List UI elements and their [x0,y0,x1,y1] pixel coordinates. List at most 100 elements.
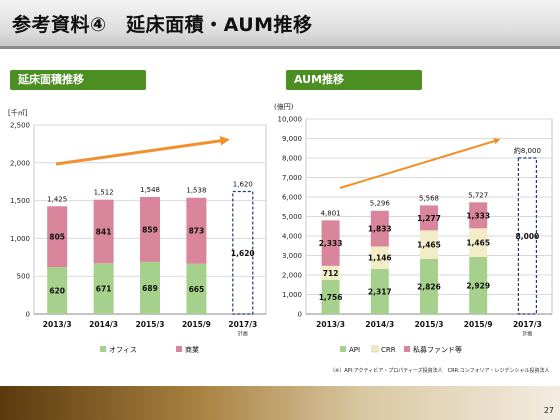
y-tick-label: 5,000 [282,213,302,221]
target-value-label: 1,620 [231,249,255,258]
y-tick-label: 1,500 [10,197,30,205]
x-tick-label: 2017/3 [228,320,257,329]
bar-segment [321,279,340,314]
total-label: 1,548 [140,186,160,194]
bar-value-label: 1,146 [368,254,392,263]
bar-value-label: 2,317 [368,287,392,296]
bar-segment [321,265,340,280]
y-tick-label: 2,000 [282,272,302,280]
y-tick-label: 10,000 [278,116,303,124]
target-bar [232,190,254,315]
bar-segment [420,258,438,314]
bar-segment [370,210,389,247]
bar-segment [93,199,114,264]
y-tick-label: 7,000 [282,174,302,182]
x-tick-label: 2015/3 [415,320,444,329]
bar-value-label: 2,333 [319,239,343,248]
x-tick-label: 2015/3 [136,320,165,329]
floor-area-section-label: 延床面積推移 [10,70,146,90]
footnote: （※）API:アクティビア・プロパティーズ投資法人 CRR:コンフォリア・レジデ… [330,368,550,374]
bar-value-label: 620 [49,287,65,296]
x-sub-label: 計画 [522,330,532,337]
bar-value-label: 1,465 [466,239,490,248]
total-label: 1,425 [47,195,67,203]
legend-label: API [349,346,360,354]
total-label: 5,727 [468,191,488,199]
bar-value-label: 671 [96,285,112,294]
total-label: 5,568 [419,194,439,202]
target-bar [517,157,538,315]
bar-value-label: 712 [323,269,339,278]
legend-swatch [340,346,346,352]
page-number: 27 [543,406,554,415]
total-label: 1,538 [186,187,206,195]
total-label: 4,801 [321,209,341,217]
legend-swatch [100,346,106,352]
legend-swatch [371,345,379,353]
legend-label: 私募ファンド等 [413,345,462,354]
y-tick-label: 0 [26,311,30,319]
page-title: 参考資料④ 延床面積・AUM推移 [12,14,313,36]
legend-label: オフィス [109,346,137,354]
bar-value-label: 2,929 [466,281,490,290]
bar-value-label: 1,277 [417,214,441,223]
y-tick-label: 4,000 [282,233,302,241]
bar-value-label: 873 [189,227,205,236]
bar-segment [186,197,207,264]
bar-segment [420,230,438,259]
total-label: 1,620 [233,181,253,189]
legend-label: 商業 [185,345,199,354]
bar-segment [469,228,488,257]
y-axis-label: [千㎡] [8,108,28,117]
y-tick-label: 6,000 [282,194,302,202]
y-tick-label: 1,000 [10,235,30,243]
target-value-label: 8,000 [516,232,540,241]
y-tick-label: 3,000 [282,252,302,260]
x-tick-label: 2015/9 [182,320,211,329]
x-tick-label: 2015/9 [464,320,493,329]
bar-value-label: 859 [142,225,158,234]
y-axis-label: (億円) [274,102,294,111]
bar-segment [186,263,207,314]
x-tick-label: 2013/3 [43,320,72,329]
x-sub-label: 計画 [238,330,248,337]
bar-segment [47,267,68,314]
y-tick-label: 2,000 [10,159,30,167]
x-tick-label: 2014/3 [89,320,118,329]
y-tick-label: 9,000 [282,135,302,143]
y-tick-label: 0 [298,311,302,319]
bar-value-label: 841 [96,227,112,236]
y-tick-label: 2,500 [10,122,30,130]
legend-swatch [176,346,182,352]
bar-segment [140,196,160,262]
y-tick-label: 500 [17,273,30,281]
total-label: 約8,000 [514,146,541,155]
footer-bar [0,386,560,420]
header-rule [0,46,560,49]
x-tick-label: 2014/3 [365,320,394,329]
bar-value-label: 1,333 [466,211,490,220]
bar-segment [370,268,389,314]
bar-segment [370,246,389,269]
bar-segment [420,205,438,231]
legend-label: CRR [381,346,396,354]
bar-segment [140,261,160,314]
bar-value-label: 1,833 [368,225,392,234]
legend-swatch [404,346,410,352]
bar-value-label: 665 [189,285,205,294]
bar-segment [47,206,68,268]
bar-segment [469,256,488,314]
growth-arrow [339,138,501,189]
x-tick-label: 2013/3 [316,320,345,329]
total-label: 5,296 [370,200,391,208]
bar-value-label: 689 [142,284,158,293]
y-tick-label: 1,000 [282,291,302,299]
bar-segment [469,202,488,229]
bar-value-label: 1,756 [319,293,343,302]
x-tick-label: 2017/3 [513,320,542,329]
header-bar [0,0,560,46]
bar-value-label: 1,465 [417,241,441,250]
y-tick-label: 8,000 [282,155,302,163]
bar-segment [321,220,340,266]
